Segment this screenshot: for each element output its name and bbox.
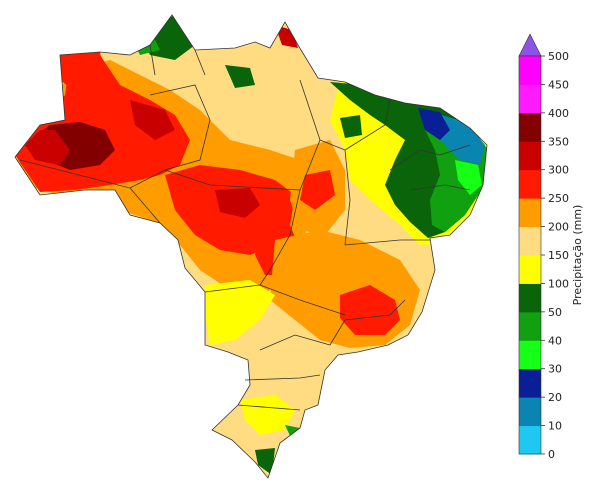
colorbar-segment bbox=[519, 311, 541, 341]
colorbar-tick-label: 10 bbox=[548, 420, 562, 433]
colorbar-segment bbox=[519, 84, 541, 114]
colorbar-tick-label: 350 bbox=[548, 135, 569, 148]
colorbar-tick-label: 0 bbox=[548, 448, 555, 461]
colorbar-tick-label: 250 bbox=[548, 192, 569, 205]
brazil-map bbox=[14, 14, 488, 479]
colorbar-tick-label: 50 bbox=[548, 306, 562, 319]
south-green-patch bbox=[285, 425, 300, 440]
colorbar-title: Precipitação (mm) bbox=[571, 205, 584, 306]
colorbar-tick-label: 20 bbox=[548, 391, 562, 404]
colorbar-segment bbox=[519, 255, 541, 284]
para-green-patch-2 bbox=[340, 115, 362, 138]
colorbar-segment bbox=[519, 226, 541, 256]
northeast-blue-zone bbox=[418, 108, 450, 140]
colorbar-segment bbox=[519, 112, 541, 142]
colorbar-segment bbox=[519, 283, 541, 313]
central-crimson-zone bbox=[215, 188, 260, 218]
goias-red-patch bbox=[300, 170, 335, 210]
colorbar-segment bbox=[519, 425, 541, 455]
south-yellow-zone bbox=[240, 395, 295, 435]
southeast-red-zone-2 bbox=[340, 285, 400, 335]
colorbar-extend-arrow bbox=[518, 33, 542, 57]
colorbar-tick-label: 450 bbox=[548, 78, 569, 91]
colorbar-tick-label: 100 bbox=[548, 277, 569, 290]
colorbar-tick-label: 30 bbox=[548, 363, 562, 376]
roraima-yellow-zone bbox=[125, 25, 145, 50]
colorbar-segments bbox=[519, 56, 541, 455]
amazon-crimson-patch bbox=[130, 100, 175, 140]
colorbar-segment bbox=[519, 368, 541, 398]
amazon-red-patch bbox=[60, 52, 105, 95]
colorbar-segment bbox=[519, 198, 541, 228]
colorbar-tick-label: 40 bbox=[548, 334, 562, 347]
colorbar-tick-label: 150 bbox=[548, 249, 569, 262]
colorbar: 0 10 20 30 40 50 100 150 200 250 300 350 400 450 500 P… bbox=[518, 33, 584, 461]
state-borders bbox=[14, 14, 488, 479]
colorbar-tick-label: 300 bbox=[548, 164, 569, 177]
para-green-patch bbox=[225, 65, 255, 88]
colorbar-tick-label: 400 bbox=[548, 107, 569, 120]
northwest-crimson-zone bbox=[25, 130, 70, 165]
northeast-bright-green-zone bbox=[455, 160, 482, 195]
south-green-zone bbox=[255, 448, 275, 475]
colorbar-segment bbox=[519, 340, 541, 370]
colorbar-segment bbox=[519, 56, 541, 85]
colorbar-tick-label: 500 bbox=[548, 50, 569, 63]
parana-yellow-zone bbox=[205, 280, 275, 345]
colorbar-segment bbox=[519, 141, 541, 171]
colorbar-tick-label: 200 bbox=[548, 221, 569, 234]
colorbar-ticks: 0 10 20 30 40 50 100 150 200 250 300 350 400 450 500 bbox=[541, 50, 569, 461]
colorbar-segment bbox=[519, 169, 541, 199]
colorbar-segment bbox=[519, 397, 541, 427]
